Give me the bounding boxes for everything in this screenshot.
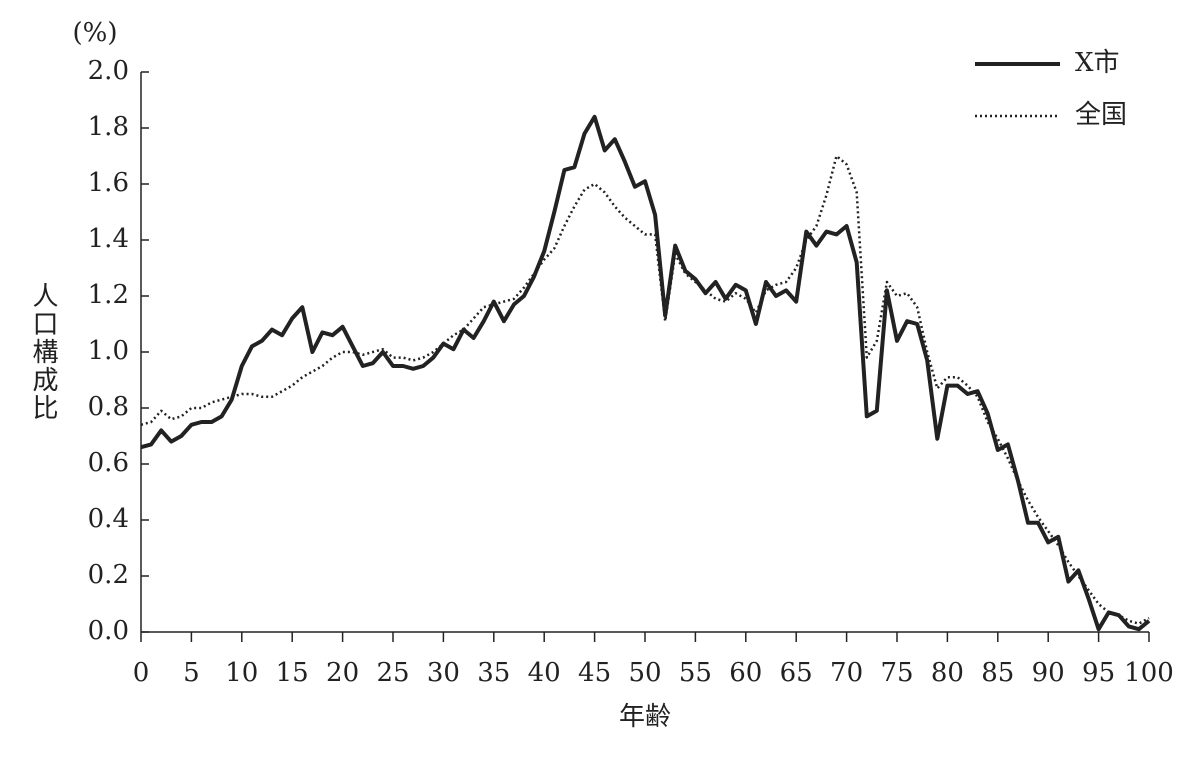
y-tick-label: 1.8: [88, 112, 129, 142]
y-tick-label: 0.2: [88, 560, 129, 590]
x-tick-label: 0: [133, 658, 150, 688]
y-unit: (%): [73, 18, 118, 48]
x-tick-label: 60: [729, 658, 762, 688]
x-tick-label: 75: [880, 658, 913, 688]
x-tick-label: 15: [276, 658, 309, 688]
y-tick-label: 0.0: [88, 616, 129, 646]
series-line: [140, 154, 1150, 625]
y-tick-label: 1.4: [88, 224, 129, 254]
y-tick-label: 1.0: [88, 336, 129, 366]
x-tick-label: 5: [183, 658, 200, 688]
x-tick-label: 50: [628, 658, 661, 688]
y-tick-label: 0.6: [88, 448, 129, 478]
legend-label: X市: [1075, 48, 1120, 78]
y-tick-label: 1.6: [88, 168, 129, 198]
x-tick-label: 25: [376, 658, 409, 688]
x-tick-label: 65: [780, 658, 813, 688]
x-tick-label: 40: [528, 658, 561, 688]
x-tick-label: 45: [578, 658, 611, 688]
x-tick-label: 100: [1124, 658, 1174, 688]
x-tick-label: 90: [1032, 658, 1065, 688]
x-tick-label: 20: [326, 658, 359, 688]
legend-label: 全国: [1075, 100, 1127, 130]
x-tick-label: 30: [427, 658, 460, 688]
x-tick-label: 55: [679, 658, 712, 688]
y-tick-label: 0.4: [88, 504, 129, 534]
y-axis-label: 人口構成比: [28, 282, 58, 422]
y-tick-label: 2.0: [88, 56, 129, 86]
series-line: [140, 114, 1151, 632]
x-tick-label: 35: [477, 658, 510, 688]
x-tick-label: 85: [981, 658, 1014, 688]
x-tick-label: 95: [1082, 658, 1115, 688]
x-tick-label: 80: [931, 658, 964, 688]
x-tick-label: 10: [225, 658, 258, 688]
x-tick-label: 70: [830, 658, 863, 688]
y-tick-label: 1.2: [88, 280, 129, 310]
x-axis-label: 年齢: [619, 702, 671, 732]
y-tick-label: 0.8: [88, 392, 129, 422]
